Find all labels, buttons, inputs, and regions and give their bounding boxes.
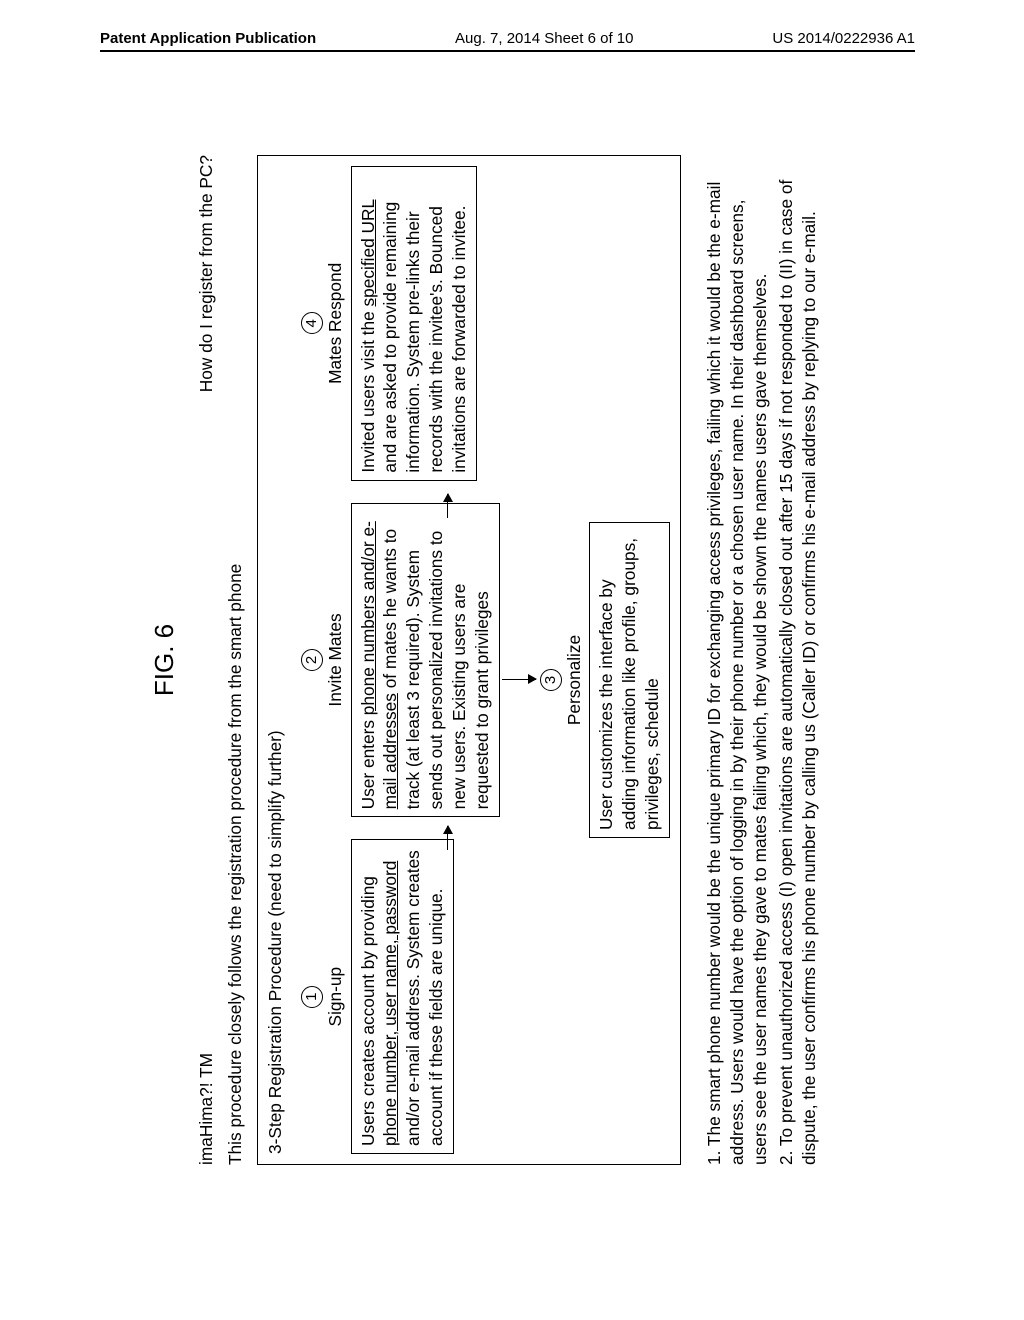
figure-label: FIG. 6 bbox=[147, 155, 181, 1165]
brand-text: imaHima?! TM bbox=[195, 1053, 218, 1165]
step-personalize-title: Personalize bbox=[563, 522, 586, 838]
step-personalize-box: User customizes the interface by adding … bbox=[589, 522, 669, 838]
header-left: Patent Application Publication bbox=[100, 30, 316, 47]
footnotes: 1. The smart phone number would be the u… bbox=[703, 155, 821, 1165]
arrow-down-icon bbox=[502, 679, 536, 680]
page: Patent Application Publication Aug. 7, 2… bbox=[0, 0, 1024, 1320]
footnote-1: 1. The smart phone number would be the u… bbox=[703, 155, 771, 1165]
procedure-outer-box: 3-Step Registration Procedure (need to s… bbox=[257, 155, 681, 1165]
question-text: How do I register from the PC? bbox=[195, 155, 218, 392]
figure-content: FIG. 6 imaHima?! TM How do I register fr… bbox=[147, 155, 877, 1165]
step-personalize: 3 Personalize User customizes the interf… bbox=[538, 522, 670, 838]
procedure-title: 3-Step Registration Procedure (need to s… bbox=[264, 166, 287, 1154]
step-respond: 4 Mates Respond Invited users visit the … bbox=[299, 166, 477, 481]
step-respond-head: 4 Mates Respond bbox=[299, 166, 347, 481]
step-number-icon: 3 bbox=[540, 669, 562, 691]
step-invite-title: Invite Mates bbox=[324, 503, 347, 818]
step-number-icon: 4 bbox=[301, 312, 323, 334]
step-number-icon: 1 bbox=[301, 986, 323, 1008]
step-respond-title: Mates Respond bbox=[324, 166, 347, 481]
header-right: US 2014/0222936 A1 bbox=[772, 30, 915, 47]
step-respond-body-pre: Invited users visit the bbox=[358, 306, 378, 472]
step-respond-body-mid: and are asked to provide remaining infor… bbox=[380, 202, 468, 473]
step-signup: 1 Sign-up Users creates account by provi… bbox=[299, 839, 454, 1154]
sheet-header-area: Patent Application Publication Aug. 7, 2… bbox=[100, 30, 915, 58]
step-invite: 2 Invite Mates User enters phone numbers… bbox=[299, 503, 500, 818]
step-personalize-body: User customizes the interface by adding … bbox=[596, 538, 662, 830]
step-signup-head: 1 Sign-up bbox=[299, 839, 347, 1154]
step-respond-underline: specified URL bbox=[358, 200, 378, 307]
header-center: Aug. 7, 2014 Sheet 6 of 10 bbox=[455, 30, 633, 47]
step-invite-body-pre: User enters bbox=[358, 715, 378, 809]
step-signup-title: Sign-up bbox=[324, 839, 347, 1154]
step-signup-underline: phone number, user name, password bbox=[380, 861, 400, 1146]
step-signup-body-pre: Users creates account by providing bbox=[358, 876, 378, 1146]
step-signup-body-mid: and/or e-mail address. System creates ac… bbox=[403, 850, 446, 1146]
publication-header: Patent Application Publication Aug. 7, 2… bbox=[100, 30, 915, 52]
step-personalize-head: 3 Personalize bbox=[538, 522, 586, 838]
step-respond-box: Invited users visit the specified URL an… bbox=[351, 166, 477, 481]
figure-title-row: imaHima?! TM How do I register from the … bbox=[195, 155, 218, 1165]
step-number-icon: 2 bbox=[301, 649, 323, 671]
steps-row: 1 Sign-up Users creates account by provi… bbox=[299, 166, 500, 1154]
step-signup-box: Users creates account by providing phone… bbox=[351, 839, 454, 1154]
intro-text: This procedure closely follows the regis… bbox=[224, 155, 247, 1165]
step-invite-head: 2 Invite Mates bbox=[299, 503, 347, 818]
step-invite-box: User enters phone numbers and/or e-mail … bbox=[351, 503, 500, 818]
footnote-2: 2. To prevent unauthorized access (I) op… bbox=[775, 155, 821, 1165]
figure-rotated-container: FIG. 6 imaHima?! TM How do I register fr… bbox=[147, 155, 877, 1165]
